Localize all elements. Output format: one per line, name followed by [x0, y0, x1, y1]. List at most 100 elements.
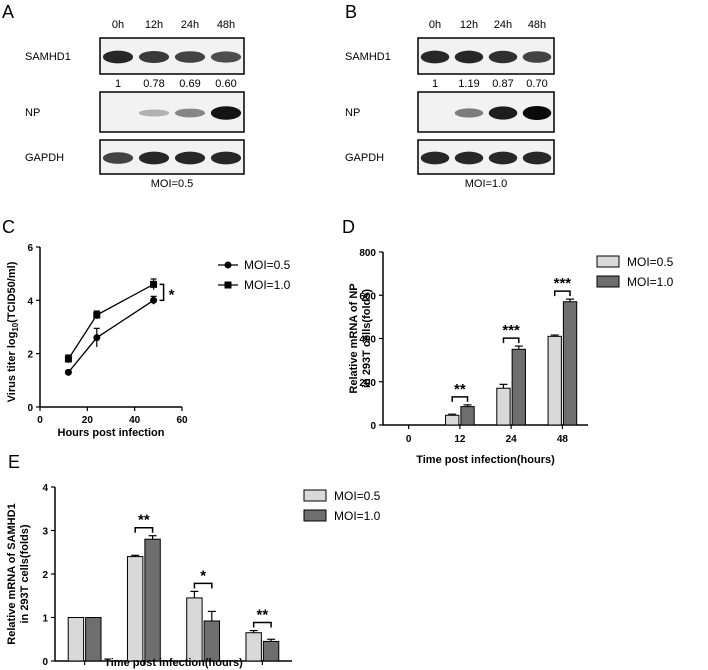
legend-swatch	[596, 255, 620, 268]
quant-value: 0.87	[492, 78, 513, 90]
significance-bracket	[252, 621, 272, 628]
legend-swatch	[303, 489, 327, 502]
bar	[144, 538, 161, 662]
y-tick-label: 200	[359, 378, 376, 389]
chart-samhd1-mrna: 01234012**24*48**Time post infection(hou…	[6, 483, 381, 669]
blot-band	[488, 151, 518, 165]
row-label: GAPDH	[345, 152, 384, 164]
blot-band	[454, 50, 484, 64]
time-label: 12h	[145, 19, 163, 31]
blot-band	[102, 152, 134, 164]
blot-band	[138, 51, 170, 63]
chart-np-mrna: 0 200 400 600 800 0 12 ** 24 *** 48 *** Time post in…	[348, 248, 674, 466]
significance-bracket	[451, 396, 469, 402]
time-label: 24h	[181, 19, 199, 31]
y-tick-label: 800	[359, 248, 376, 259]
legend-swatch	[596, 275, 620, 288]
quant-value: 0.70	[526, 78, 547, 90]
moi-caption: MOI=1.0	[465, 178, 508, 190]
time-label: 48h	[217, 19, 235, 31]
y-tick-label: 0	[27, 403, 33, 414]
blot-band	[488, 106, 518, 120]
data-point	[64, 368, 72, 376]
y-tick-label: 0	[42, 657, 48, 668]
legend-swatch	[303, 509, 327, 522]
panel-label-d: D	[342, 217, 355, 237]
data-point	[93, 311, 101, 319]
blot-band	[454, 108, 484, 118]
bar	[85, 617, 102, 662]
x-tick-label: 0	[37, 415, 43, 426]
blot-band	[210, 106, 242, 120]
y-axis-label: Relative mRNA of NPin 293T cells(folds)	[348, 283, 373, 393]
bar	[511, 348, 526, 426]
legend-label: MOI=0.5	[627, 255, 674, 269]
blot-band	[138, 151, 170, 165]
blot-band	[174, 151, 206, 165]
significance-bracket	[159, 283, 165, 302]
blot-band	[420, 151, 450, 165]
y-tick-label: 4	[27, 296, 33, 307]
significance-bracket	[502, 337, 520, 344]
significance-bracket	[134, 526, 154, 533]
y-tick-label: 0	[370, 421, 376, 432]
series-line-2	[67, 283, 154, 360]
panel-label-c: C	[2, 217, 15, 237]
y-axis-label: Relative mRNA of SAMHD1in 293T cells(fol…	[6, 503, 31, 644]
time-label: 0h	[112, 19, 124, 31]
time-label: 12h	[460, 19, 478, 31]
bar	[547, 335, 562, 426]
quant-value: 1	[115, 78, 121, 90]
legend-marker	[224, 261, 232, 269]
significance-mark: ***	[502, 322, 520, 339]
blot-band	[522, 51, 552, 63]
y-axis-label: Virus titer log10(TCID50/ml)	[6, 261, 20, 402]
time-label: 0h	[429, 19, 441, 31]
significance-mark: *	[169, 286, 175, 303]
quant-value: 0.69	[179, 78, 200, 90]
blot-band	[488, 50, 518, 64]
blot-band	[138, 109, 170, 117]
y-tick-label: 600	[359, 291, 376, 302]
significance-bracket	[553, 290, 571, 297]
y-tick-label: 1	[42, 614, 48, 625]
significance-mark: *	[200, 567, 206, 584]
x-tick-label: 40	[129, 415, 141, 426]
bar	[126, 556, 144, 662]
significance-mark: **	[454, 381, 466, 398]
western-blot-a: 0h 12h 24h 48h SAMHD1 NP GAPDH 1 0.78 0.69 0.60 MOI…	[25, 19, 245, 190]
x-tick-label: 60	[176, 415, 188, 426]
blot-band	[522, 106, 552, 120]
y-tick-label: 3	[42, 527, 48, 538]
bar	[245, 632, 262, 662]
x-tick-label: 20	[82, 415, 94, 426]
legend-marker	[224, 281, 232, 289]
blot-band	[210, 51, 242, 63]
bar	[445, 414, 460, 426]
significance-mark: ***	[554, 275, 572, 292]
legend-label: MOI=0.5	[334, 489, 381, 503]
data-point	[93, 334, 101, 342]
y-tick-label: 6	[27, 243, 33, 254]
row-label: SAMHD1	[25, 51, 71, 63]
significance-mark: **	[138, 512, 150, 529]
significance-bracket	[193, 582, 213, 589]
panel-label-e: E	[8, 452, 20, 472]
data-point	[64, 355, 72, 363]
bar	[186, 597, 203, 662]
blot-band	[522, 151, 552, 165]
legend-label: MOI=0.5	[244, 258, 291, 272]
row-label: GAPDH	[25, 152, 64, 164]
moi-caption: MOI=0.5	[151, 178, 194, 190]
quant-value: 0.60	[215, 78, 236, 90]
blot-band	[174, 51, 206, 63]
quant-value: 1	[432, 78, 438, 90]
x-axis-label: Time post infection(hours)	[104, 657, 243, 669]
data-point	[150, 280, 158, 288]
blot-band	[102, 50, 134, 64]
bar	[203, 620, 221, 662]
quant-value: 0.78	[143, 78, 164, 90]
x-tick-label: 0	[406, 434, 412, 445]
y-tick-label: 400	[359, 335, 376, 346]
series-line-1	[67, 299, 154, 373]
